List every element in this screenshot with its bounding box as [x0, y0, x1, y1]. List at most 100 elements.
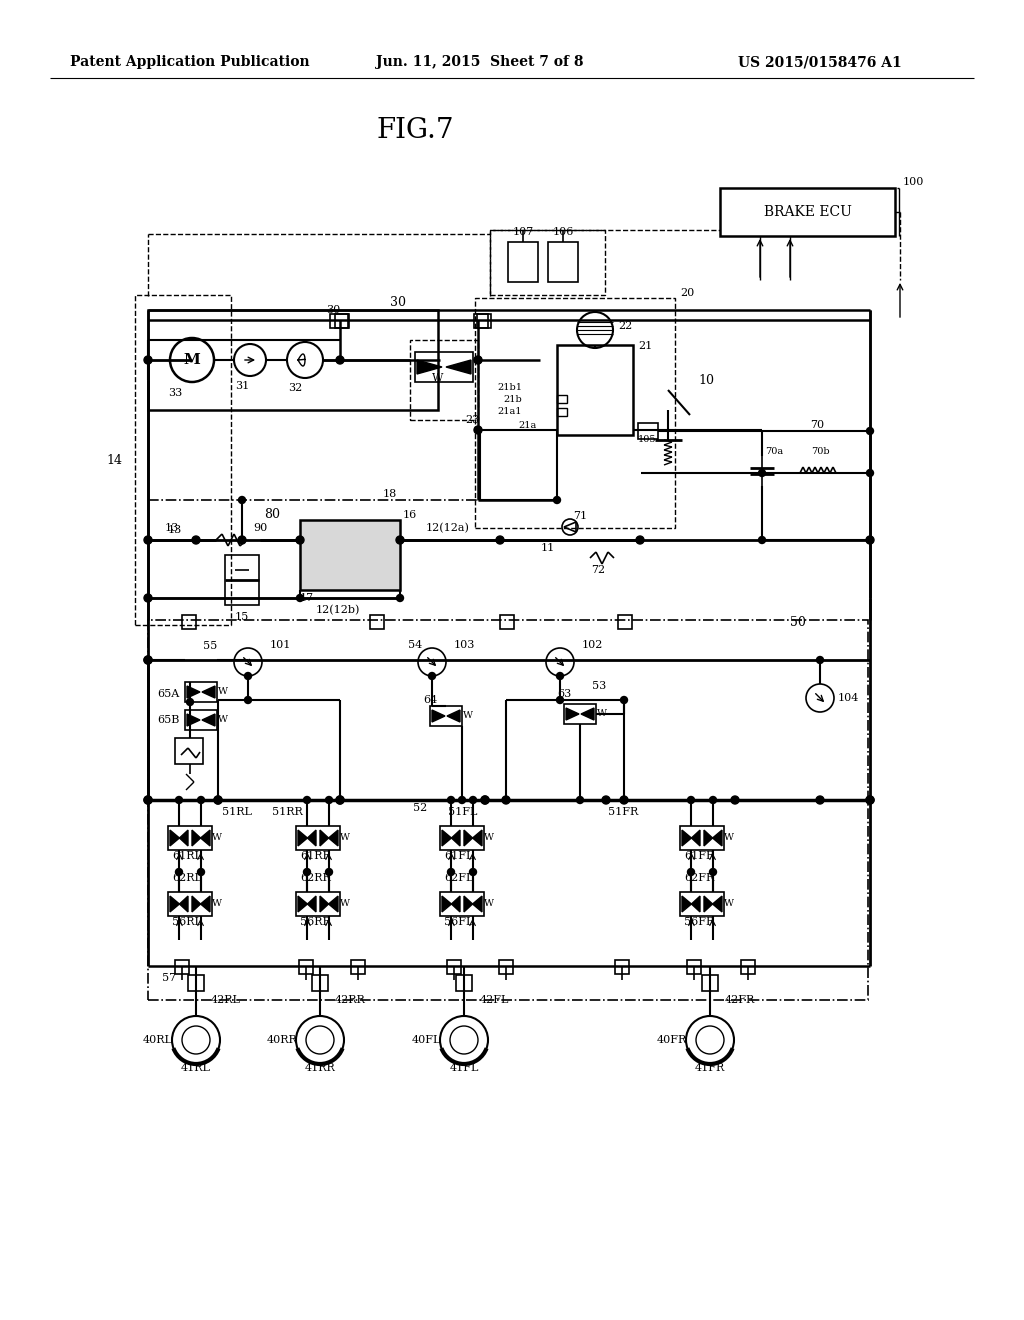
Bar: [430, 706, 462, 726]
Text: 62FR: 62FR: [684, 873, 715, 883]
Bar: [148, 620, 868, 1001]
Circle shape: [144, 356, 152, 364]
Text: 72: 72: [591, 565, 605, 576]
Bar: [296, 892, 340, 916]
Circle shape: [710, 869, 717, 875]
Circle shape: [175, 796, 182, 804]
Text: 40RR: 40RR: [266, 1035, 297, 1045]
Text: 51RR: 51RR: [272, 807, 303, 817]
Polygon shape: [442, 896, 452, 912]
Circle shape: [636, 536, 644, 544]
Circle shape: [144, 796, 152, 804]
Circle shape: [297, 594, 303, 602]
Text: 20: 20: [680, 288, 694, 298]
Bar: [440, 892, 484, 916]
Text: BRAKE ECU: BRAKE ECU: [764, 205, 851, 219]
Bar: [680, 826, 724, 850]
Bar: [490, 230, 605, 294]
Text: 56FL: 56FL: [444, 917, 473, 927]
Polygon shape: [329, 896, 338, 912]
Circle shape: [396, 536, 404, 544]
Circle shape: [687, 869, 694, 875]
Polygon shape: [298, 830, 307, 846]
Text: 55: 55: [203, 642, 217, 651]
Text: Jun. 11, 2015  Sheet 7 of 8: Jun. 11, 2015 Sheet 7 of 8: [376, 55, 584, 69]
Circle shape: [198, 796, 205, 804]
Text: 54: 54: [408, 640, 422, 649]
Circle shape: [554, 496, 560, 503]
Polygon shape: [464, 830, 472, 846]
Text: 14: 14: [106, 454, 122, 466]
Bar: [548, 242, 578, 282]
Text: 70b: 70b: [811, 447, 829, 457]
Bar: [188, 975, 204, 991]
Circle shape: [866, 470, 873, 477]
Polygon shape: [442, 830, 452, 846]
Circle shape: [144, 656, 152, 664]
Circle shape: [326, 869, 333, 875]
Circle shape: [239, 496, 246, 503]
Polygon shape: [187, 686, 200, 698]
Circle shape: [245, 697, 252, 704]
Text: 56RL: 56RL: [172, 917, 202, 927]
Polygon shape: [179, 830, 188, 846]
Bar: [615, 960, 629, 974]
Text: 52: 52: [413, 803, 427, 813]
Circle shape: [474, 356, 481, 363]
Bar: [499, 960, 513, 974]
Text: 13: 13: [168, 525, 182, 535]
Bar: [300, 520, 400, 590]
Polygon shape: [472, 896, 482, 912]
Circle shape: [866, 536, 874, 544]
Polygon shape: [187, 714, 200, 726]
Polygon shape: [452, 896, 460, 912]
Text: 61RR: 61RR: [300, 851, 331, 861]
Circle shape: [759, 470, 766, 477]
Polygon shape: [201, 830, 210, 846]
Circle shape: [144, 536, 152, 544]
Bar: [370, 615, 384, 630]
Bar: [335, 314, 349, 327]
Text: Patent Application Publication: Patent Application Publication: [71, 55, 310, 69]
Circle shape: [336, 796, 344, 804]
Bar: [182, 615, 196, 630]
Circle shape: [214, 796, 222, 804]
Text: W: W: [724, 899, 734, 908]
Text: 17: 17: [300, 593, 314, 603]
Circle shape: [866, 796, 874, 804]
Text: 42RR: 42RR: [335, 995, 366, 1005]
Text: 62RL: 62RL: [172, 873, 202, 883]
Circle shape: [602, 796, 610, 804]
Polygon shape: [691, 896, 700, 912]
Text: 11: 11: [541, 543, 555, 553]
Text: 41RR: 41RR: [304, 1063, 336, 1073]
Text: 102: 102: [582, 640, 603, 649]
Polygon shape: [298, 896, 307, 912]
Circle shape: [245, 672, 252, 680]
Text: W: W: [484, 899, 494, 908]
Text: 65B: 65B: [157, 715, 179, 725]
Circle shape: [687, 796, 694, 804]
Polygon shape: [566, 708, 579, 719]
Text: 51FR: 51FR: [608, 807, 638, 817]
Polygon shape: [452, 830, 460, 846]
Text: 21a1: 21a1: [498, 408, 522, 417]
Text: M: M: [183, 352, 201, 367]
Text: 42RL: 42RL: [211, 995, 241, 1005]
Text: 56RR: 56RR: [300, 917, 331, 927]
Text: 41FR: 41FR: [695, 1063, 725, 1073]
Text: 33: 33: [168, 388, 182, 399]
Bar: [447, 960, 461, 974]
Circle shape: [459, 796, 466, 804]
Circle shape: [214, 796, 222, 804]
Polygon shape: [417, 360, 442, 374]
Text: W: W: [212, 833, 222, 842]
Bar: [741, 960, 755, 974]
Bar: [299, 960, 313, 974]
Circle shape: [710, 796, 717, 804]
Polygon shape: [705, 896, 713, 912]
Text: 13: 13: [165, 523, 179, 533]
Text: 103: 103: [454, 640, 475, 649]
Circle shape: [502, 796, 510, 804]
Text: 12(12b): 12(12b): [315, 605, 360, 615]
